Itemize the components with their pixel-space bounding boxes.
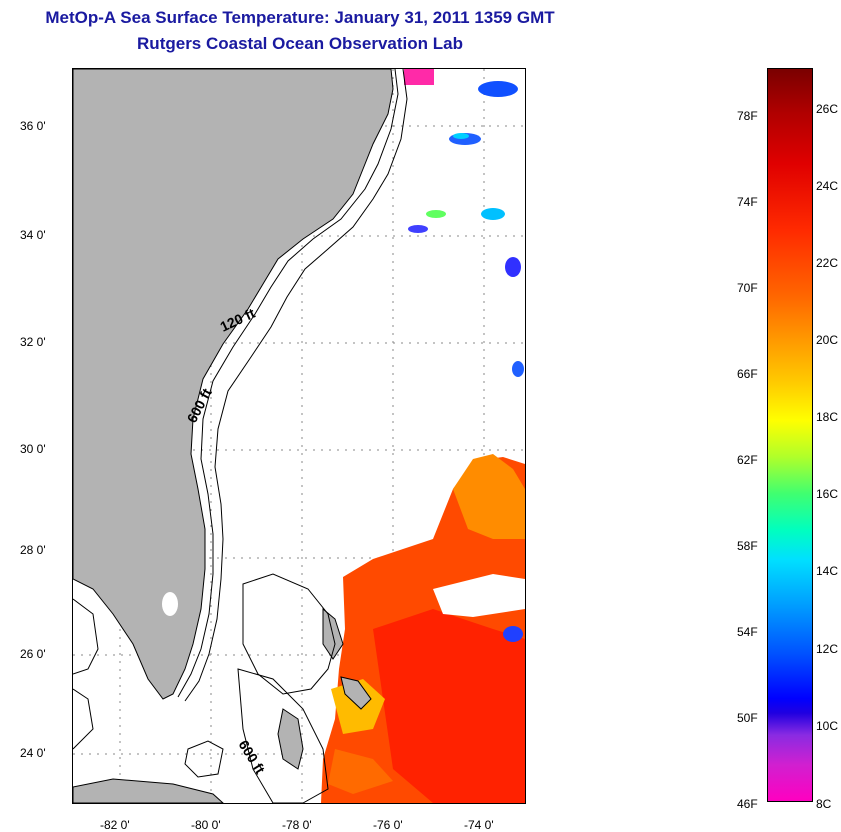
colorbar-label-c: 26C (816, 102, 839, 116)
lat-label: 28 0' (20, 543, 46, 557)
colorbar-label-c: 18C (816, 410, 839, 424)
sst-map: 120 ft 600 ft 600 ft (73, 69, 525, 803)
lat-label: 36 0' (20, 119, 46, 133)
colorbar-label-f: 54F (737, 625, 758, 639)
map-subtitle: Rutgers Coastal Ocean Observation Lab (137, 34, 463, 53)
lon-label: -76 0' (373, 818, 403, 832)
lon-label: -82 0' (100, 818, 130, 832)
colorbar-label-c: 22C (816, 256, 839, 270)
land-mass (73, 69, 394, 803)
colorbar-label-f: 50F (737, 711, 758, 725)
lat-label: 32 0' (20, 335, 46, 349)
lon-label: -78 0' (282, 818, 312, 832)
lon-label: -80 0' (191, 818, 221, 832)
colorbar-label-c: 10C (816, 719, 839, 733)
colorbar-label-c: 14C (816, 564, 839, 578)
sst-warm-area (321, 454, 525, 803)
lon-label: -74 0' (464, 818, 494, 832)
contour-label: 600 ft (235, 737, 268, 777)
colorbar-label-c: 24C (816, 179, 839, 193)
colorbar-label-f: 62F (737, 453, 758, 467)
temperature-colorbar (767, 68, 813, 802)
colorbar-label-f: 70F (737, 281, 758, 295)
lat-label: 30 0' (20, 442, 46, 456)
colorbar-label-f: 66F (737, 367, 758, 381)
map-title: MetOp-A Sea Surface Temperature: January… (45, 8, 555, 27)
colorbar-label-f: 78F (737, 109, 758, 123)
lat-label: 26 0' (20, 647, 46, 661)
colorbar-label-c: 20C (816, 333, 839, 347)
lat-label: 24 0' (20, 746, 46, 760)
colorbar-label-f: 46F (737, 797, 758, 811)
map-panel: 120 ft 600 ft 600 ft (72, 68, 526, 804)
colorbar-label-f: 58F (737, 539, 758, 553)
bathymetry-contours (73, 69, 408, 803)
colorbar-label-f: 74F (737, 195, 758, 209)
colorbar-label-c: 16C (816, 487, 839, 501)
colorbar-label-c: 8C (816, 797, 832, 811)
lat-label: 34 0' (20, 228, 46, 242)
colorbar-label-c: 12C (816, 642, 839, 656)
sst-cold-patches (404, 69, 524, 642)
